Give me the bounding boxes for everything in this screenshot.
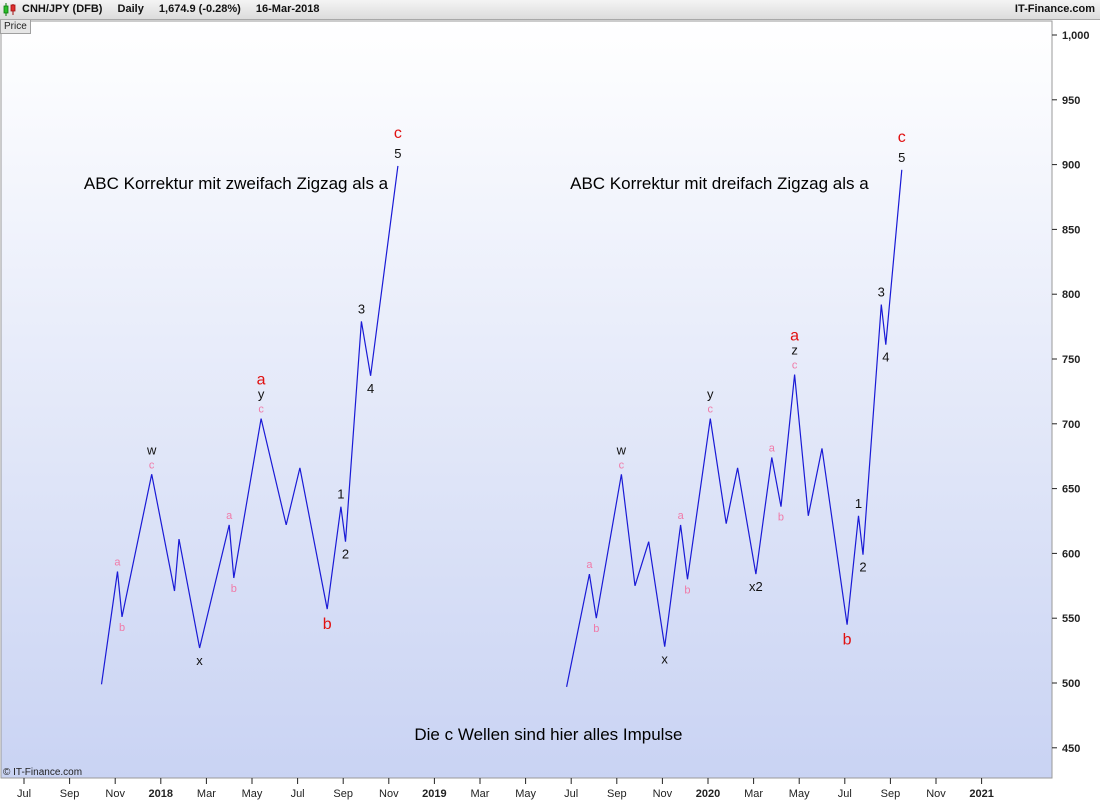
wave-label: a xyxy=(586,559,593,571)
wave-label: 3 xyxy=(878,285,885,300)
timeframe-label: Daily xyxy=(117,3,144,15)
x-tick-label: May xyxy=(242,788,263,800)
x-tick-label: May xyxy=(789,788,810,800)
wave-label: a xyxy=(769,442,776,454)
y-tick-label: 450 xyxy=(1062,743,1080,755)
x-tick-label: Jul xyxy=(17,788,31,800)
x-tick-label: 2019 xyxy=(422,788,446,800)
x-tick-label: Sep xyxy=(60,788,80,800)
wave-label: y xyxy=(258,387,265,402)
wave-label: b xyxy=(843,632,852,649)
instrument-info: CNH/JPY (DFB) Daily 1,674.9 (-0.28%) 16-… xyxy=(22,3,332,15)
x-tick-label: 2020 xyxy=(696,788,720,800)
x-tick-label: 2018 xyxy=(149,788,173,800)
wave-label: c xyxy=(258,404,264,416)
wave-label: 5 xyxy=(898,150,905,165)
candlestick-icon xyxy=(3,3,16,16)
copyright-label: © IT-Finance.com xyxy=(3,767,83,778)
wave-label: y xyxy=(707,387,714,402)
wave-label: 4 xyxy=(882,350,889,365)
chart-annotation: ABC Korrektur mit zweifach Zigzag als a xyxy=(84,174,389,193)
x-tick-label: Nov xyxy=(926,788,946,800)
wave-label: a xyxy=(226,510,233,522)
wave-label: c xyxy=(149,459,155,471)
x-tick-label: Jul xyxy=(564,788,578,800)
wave-label: b xyxy=(231,583,237,595)
x-tick-label: Sep xyxy=(333,788,353,800)
wave-label: a xyxy=(790,328,799,345)
wave-label: c xyxy=(792,360,798,372)
wave-label: x xyxy=(196,653,203,668)
wave-label: c xyxy=(394,125,402,142)
wave-label: 2 xyxy=(342,547,349,562)
chart-annotation: Die c Wellen sind hier alles Impulse xyxy=(414,725,682,744)
wave-label: z xyxy=(791,343,798,358)
chart-annotation: ABC Korrektur mit dreifach Zigzag als a xyxy=(570,174,869,193)
x-tick-label: Nov xyxy=(653,788,673,800)
y-tick-label: 500 xyxy=(1062,678,1080,690)
x-tick-label: Mar xyxy=(471,788,490,800)
date-label: 16-Mar-2018 xyxy=(255,3,320,15)
symbol-label: CNH/JPY (DFB) xyxy=(22,3,103,15)
y-tick-label: 650 xyxy=(1062,484,1080,496)
wave-label: x2 xyxy=(749,579,763,594)
x-tick-label: Nov xyxy=(379,788,399,800)
wave-label: b xyxy=(593,623,599,635)
y-tick-label: 900 xyxy=(1062,160,1080,172)
y-tick-label: 950 xyxy=(1062,95,1080,107)
x-tick-label: Mar xyxy=(197,788,216,800)
x-tick-label: May xyxy=(515,788,536,800)
x-tick-label: Sep xyxy=(881,788,901,800)
plot-area xyxy=(0,20,1053,779)
wave-label: 1 xyxy=(337,487,344,502)
x-tick-label: Mar xyxy=(744,788,763,800)
price-line-1 xyxy=(100,165,399,685)
wave-label: b xyxy=(684,584,690,596)
wave-label: 5 xyxy=(394,146,401,161)
wave-label: 1 xyxy=(855,496,862,511)
wave-label: b xyxy=(778,512,784,524)
wave-label: b xyxy=(119,622,125,634)
brand-label: IT-Finance.com xyxy=(1014,3,1095,15)
wave-label: c xyxy=(619,459,625,471)
y-tick-label: 600 xyxy=(1062,548,1080,560)
price-line-2 xyxy=(566,169,903,688)
wave-label: b xyxy=(323,616,332,633)
wave-label: w xyxy=(616,442,627,457)
y-tick-label: 850 xyxy=(1062,224,1080,236)
wave-label: 2 xyxy=(859,560,866,575)
y-tick-label: 700 xyxy=(1062,419,1080,431)
x-tick-label: Sep xyxy=(607,788,627,800)
y-tick-label: 750 xyxy=(1062,354,1080,366)
x-tick-label: Jul xyxy=(838,788,852,800)
wave-label: c xyxy=(708,404,714,416)
wave-label: a xyxy=(114,557,121,569)
y-tick-label: 550 xyxy=(1062,613,1080,625)
wave-label: a xyxy=(257,372,266,389)
last-price-label: 1,674.9 (-0.28%) xyxy=(158,3,241,15)
y-tick-label: 800 xyxy=(1062,289,1080,301)
price-pane-label: Price xyxy=(0,20,31,34)
chart-header-bar: CNH/JPY (DFB) Daily 1,674.9 (-0.28%) 16-… xyxy=(0,0,1100,20)
wave-label: a xyxy=(678,510,685,522)
x-tick-label: 2021 xyxy=(969,788,993,800)
wave-label: 4 xyxy=(367,381,374,396)
y-tick-label: 1,000 xyxy=(1062,30,1090,42)
wave-label: 3 xyxy=(358,301,365,316)
wave-label: c xyxy=(898,129,906,146)
wave-label: w xyxy=(146,442,157,457)
x-tick-label: Jul xyxy=(291,788,305,800)
wave-label: x xyxy=(661,652,668,667)
x-tick-label: Nov xyxy=(105,788,125,800)
